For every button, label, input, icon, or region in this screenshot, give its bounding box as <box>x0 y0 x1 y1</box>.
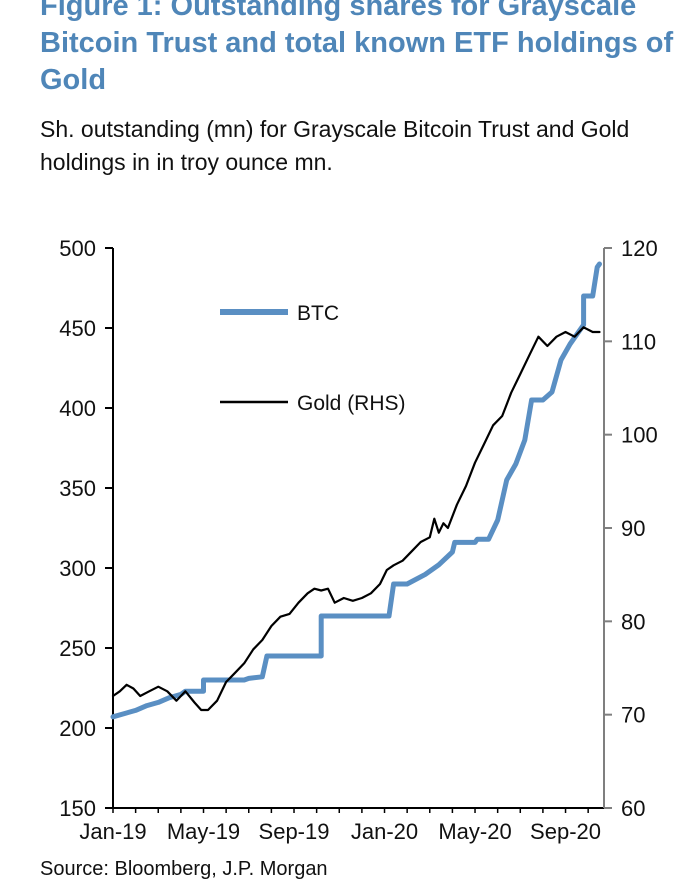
axes-group: 150 200 250 300 350 400 450 500 60 70 80 90 100 110 12… <box>59 236 657 844</box>
right-tick-label: 80 <box>621 609 645 634</box>
series-group <box>110 261 602 720</box>
left-tick-label: 150 <box>59 796 96 821</box>
left-tick-label: 500 <box>59 236 96 261</box>
right-tick-label: 60 <box>621 796 645 821</box>
right-tick-label: 120 <box>621 236 658 261</box>
btc-series-line <box>110 261 602 720</box>
x-tick-label: Sep-19 <box>259 819 330 844</box>
left-tick-label: 200 <box>59 716 96 741</box>
x-tick-label: Jan-19 <box>79 819 146 844</box>
right-tick-label: 100 <box>621 423 658 448</box>
right-tick-label: 70 <box>621 703 645 728</box>
gold-series-line <box>111 326 601 712</box>
right-tick-label: 90 <box>621 516 645 541</box>
x-tick-label: Sep-20 <box>530 819 601 844</box>
left-tick-label: 350 <box>59 476 96 501</box>
x-tick-label: May-19 <box>167 819 240 844</box>
right-tick-label: 110 <box>621 329 656 354</box>
left-tick-label: 450 <box>59 316 96 341</box>
x-tick-label: May-20 <box>438 819 511 844</box>
left-tick-label: 400 <box>59 396 96 421</box>
figure-title: Figure 1: Outstanding shares for Graysca… <box>40 0 674 96</box>
figure-subtitle: Sh. outstanding (mn) for Grayscale Bitco… <box>40 116 630 175</box>
x-tick-label: Jan-20 <box>351 819 418 844</box>
left-tick-label: 250 <box>59 636 96 661</box>
legend-btc-label: BTC <box>297 302 339 325</box>
legend: BTC Gold (RHS) <box>220 302 406 415</box>
legend-gold-label: Gold (RHS) <box>297 392 406 415</box>
left-tick-label: 300 <box>59 556 96 581</box>
